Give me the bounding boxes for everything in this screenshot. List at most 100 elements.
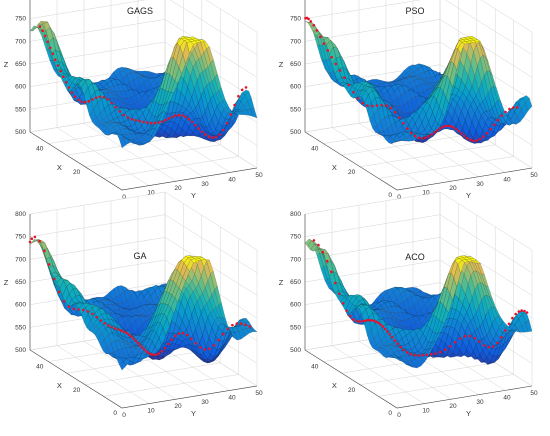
z-tick-label: 500 xyxy=(15,347,26,354)
path-point xyxy=(449,125,452,128)
path-point xyxy=(512,106,515,109)
path-point xyxy=(380,103,383,107)
path-point xyxy=(525,311,529,314)
path-point xyxy=(126,116,130,119)
y-tick-label: 0 xyxy=(122,194,126,201)
path-point xyxy=(478,340,481,344)
path-point xyxy=(87,99,90,103)
path-point xyxy=(516,106,519,109)
path-point xyxy=(43,249,46,253)
y-tick-label: 10 xyxy=(422,190,430,197)
path-point xyxy=(91,98,94,101)
z-tick-label: 550 xyxy=(15,324,26,331)
path-point xyxy=(114,106,118,109)
z-tick-label: 500 xyxy=(290,347,301,354)
y-tick-label: 0 xyxy=(397,194,401,201)
path-point xyxy=(147,351,150,355)
path-point xyxy=(393,339,397,342)
path-point xyxy=(348,314,352,318)
path-point xyxy=(491,345,495,348)
z-tick-label: 650 xyxy=(15,61,26,68)
path-point xyxy=(434,352,438,355)
path-point xyxy=(448,345,452,348)
path-point xyxy=(136,341,140,345)
path-point xyxy=(77,98,80,102)
path-point xyxy=(73,95,77,98)
path-point xyxy=(57,290,61,294)
x-tick-label: 20 xyxy=(348,387,356,394)
path-point xyxy=(452,126,455,129)
path-point xyxy=(122,330,126,333)
path-point xyxy=(496,118,500,122)
path-point xyxy=(200,130,204,134)
path-point xyxy=(207,135,211,138)
path-point xyxy=(439,350,442,354)
path-point xyxy=(30,237,34,240)
path-point xyxy=(396,342,399,346)
z-tick-label: 700 xyxy=(290,256,301,263)
path-point xyxy=(110,325,114,329)
path-point xyxy=(352,318,355,321)
path-point xyxy=(46,40,49,44)
path-point xyxy=(127,333,131,337)
z-tick-label: 550 xyxy=(15,106,26,113)
path-point xyxy=(487,345,491,349)
path-point xyxy=(352,90,355,94)
path-point xyxy=(237,94,240,98)
path-point xyxy=(38,239,41,243)
path-point xyxy=(177,332,181,335)
panel-title: GA xyxy=(133,251,146,261)
path-point xyxy=(417,354,420,357)
path-point xyxy=(240,322,243,325)
path-point xyxy=(508,107,511,111)
path-point xyxy=(330,270,333,273)
y-tick-label: 30 xyxy=(476,181,484,188)
z-tick-label: 650 xyxy=(15,279,26,286)
path-point xyxy=(406,127,409,130)
axis-labels: Z X Y xyxy=(279,278,471,418)
path-point xyxy=(181,331,185,335)
path-point xyxy=(197,127,200,130)
x-axis-label: X xyxy=(332,381,337,390)
path-point xyxy=(402,348,406,352)
path-point xyxy=(372,319,376,323)
path-point xyxy=(180,114,184,117)
path-point xyxy=(413,134,417,138)
path-point xyxy=(233,103,236,107)
z-tick-label: 600 xyxy=(290,302,301,309)
path-point xyxy=(383,327,387,331)
path-point xyxy=(341,302,345,305)
y-tick-label: 10 xyxy=(422,408,430,415)
path-point xyxy=(149,121,153,125)
path-point xyxy=(86,310,90,313)
path-point xyxy=(379,323,382,326)
path-point xyxy=(217,338,220,342)
path-point xyxy=(409,352,412,356)
path-point xyxy=(187,117,191,121)
path-point xyxy=(138,344,142,347)
path-point xyxy=(67,305,71,308)
path-point xyxy=(312,23,316,27)
path-point xyxy=(388,332,391,336)
path-point xyxy=(370,319,374,322)
x-tick-label: 20 xyxy=(73,387,81,394)
path-point xyxy=(475,139,478,142)
path-point xyxy=(83,100,87,104)
path-point xyxy=(134,339,138,343)
z-tick-label: 750 xyxy=(290,16,301,23)
path-point xyxy=(321,250,325,254)
y-tick-label: 40 xyxy=(503,176,511,183)
path-point xyxy=(225,122,229,125)
y-axis-label: Y xyxy=(466,409,471,418)
path-point xyxy=(226,327,230,331)
path-point xyxy=(190,337,193,341)
path-point xyxy=(248,325,252,328)
path-point xyxy=(317,243,320,247)
path-point xyxy=(153,121,157,125)
path-point xyxy=(203,348,206,351)
path-point xyxy=(118,110,122,113)
path-point xyxy=(482,135,485,138)
